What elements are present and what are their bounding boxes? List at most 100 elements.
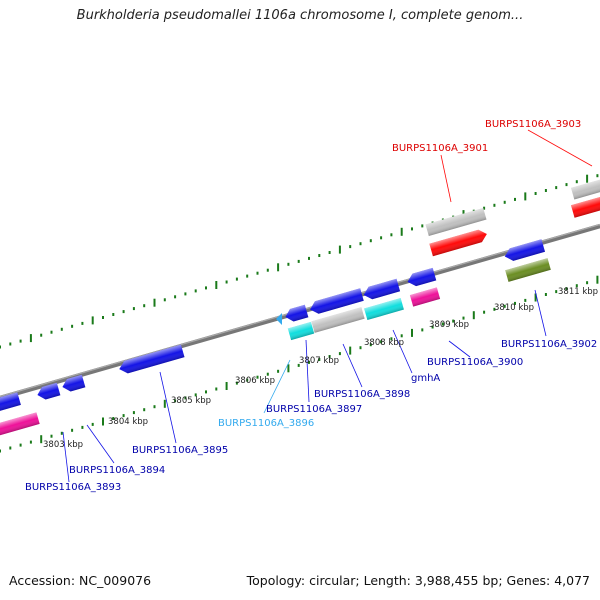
tick-label-3804: 3804 kbp (108, 417, 148, 427)
gene-burps1106a-3900[interactable] (406, 267, 437, 288)
tick-mark-major (29, 334, 32, 343)
tick-mark-minor (297, 259, 300, 263)
tick-mark-minor (225, 280, 228, 284)
tick-mark-minor (575, 284, 578, 288)
gene-burps1106a-3894[interactable] (36, 382, 61, 402)
tick-mark-major (596, 275, 599, 284)
tick-mark-minor (483, 206, 486, 210)
gene-burps1106a-3894b[interactable] (61, 374, 86, 394)
gene-burps1106a-3896[interactable] (287, 321, 315, 341)
tick-mark-minor (112, 417, 115, 420)
tick-mark-minor (266, 372, 269, 376)
tick-mark-minor (359, 242, 362, 246)
tick-mark-minor (246, 378, 249, 382)
tick-mark-minor (544, 189, 547, 192)
tick-mark-minor (596, 174, 599, 178)
gene-burps1106a-3897-gray[interactable] (311, 307, 365, 333)
gene-burps1106a-3896-marker[interactable] (276, 313, 282, 325)
gene-burps1106a-3893[interactable] (0, 392, 21, 417)
tick-mark-minor (71, 428, 74, 432)
tick-mark-minor (369, 239, 372, 243)
tick-mark-minor (266, 268, 269, 272)
gene-features[interactable] (0, 178, 600, 438)
tick-mark-minor (122, 414, 125, 418)
leader-line (159, 371, 177, 444)
gene-burps1106a-3897[interactable] (284, 304, 309, 324)
gene-label-burps1106a-3896[interactable]: BURPS1106A_3896 (218, 418, 314, 429)
gene-label-burps1106a-3902[interactable]: BURPS1106A_3902 (501, 339, 597, 350)
gene-burps1106a-3902[interactable] (503, 239, 546, 263)
tick-mark-minor (308, 360, 310, 364)
tick-mark-minor (400, 334, 403, 338)
tick-label-3809: 3809 kbp (429, 320, 469, 330)
tick-mark-minor (483, 310, 486, 314)
tick-mark-minor (328, 251, 331, 254)
tick-mark-minor (194, 393, 197, 397)
tick-mark-minor (328, 355, 331, 358)
gene-burps1106a-3895[interactable] (117, 344, 185, 376)
leader-line (440, 154, 452, 203)
tick-mark-minor (235, 381, 238, 385)
tick-mark-major (215, 281, 218, 289)
tick-mark-major (91, 316, 94, 325)
leader-line (342, 343, 363, 388)
tick-mark-major (586, 174, 589, 183)
gene-burps1106a-3898-cyan[interactable] (364, 297, 404, 321)
tick-mark-minor (380, 236, 383, 240)
tick-mark-minor (256, 271, 259, 275)
gene-label-burps1106a-3898[interactable]: BURPS1106A_3898 (314, 389, 410, 400)
tick-mark-minor (143, 304, 146, 308)
tick-mark-minor (9, 342, 12, 346)
tick-mark-minor (308, 256, 310, 260)
gene-label-burps1106a-3897[interactable]: BURPS1106A_3897 (266, 404, 362, 415)
tick-mark-minor (586, 281, 589, 285)
leader-line (62, 431, 70, 483)
gene-label-burps1106a-3893[interactable]: BURPS1106A_3893 (25, 482, 121, 493)
gene-gmha[interactable] (362, 278, 401, 301)
tick-mark-minor (132, 307, 135, 311)
gene-burps1106a-3902-olive[interactable] (505, 258, 551, 282)
tick-mark-major (411, 328, 413, 337)
tick-mark-minor (431, 325, 434, 329)
gene-label-burps1106a-3895[interactable]: BURPS1106A_3895 (132, 445, 228, 456)
leader-line (527, 129, 593, 167)
gene-burps1106a-3901-gray[interactable] (425, 207, 487, 237)
tick-mark-minor (297, 363, 300, 367)
gene-label-burps1106a-3903[interactable]: BURPS1106A_3903 (485, 119, 581, 130)
gene-burps1106a-3903-gray[interactable] (571, 178, 600, 200)
tick-mark-major (472, 311, 475, 320)
tick-mark-minor (81, 425, 84, 429)
tick-label-3808: 3808 kbp (364, 338, 404, 348)
tick-mark-minor (9, 446, 12, 450)
tick-label-3806: 3806 kbp (235, 376, 275, 386)
tick-mark-minor (411, 227, 413, 231)
tick-mark-minor (421, 224, 424, 228)
gene-label-burps1106a-3901[interactable]: BURPS1106A_3901 (392, 143, 488, 154)
leader-line (305, 339, 310, 403)
tick-mark-minor (184, 396, 187, 400)
tick-mark-minor (102, 316, 104, 319)
gene-burps1106a-3903[interactable] (570, 194, 600, 218)
tick-mark-major (277, 263, 280, 272)
gene-burps1106a-3898[interactable] (308, 288, 364, 315)
tick-mark-minor (163, 298, 166, 302)
gene-label-burps1106a-3900[interactable]: BURPS1106A_3900 (427, 357, 523, 368)
gene-label-burps1106a-3894[interactable]: BURPS1106A_3894 (69, 465, 165, 476)
tick-mark-minor (122, 310, 125, 314)
tick-mark-major (338, 245, 341, 254)
gene-gmha-magenta[interactable] (409, 287, 441, 307)
leader-line (263, 359, 291, 414)
label-leader-lines (62, 129, 593, 483)
gene-burps1106a-3893-magenta[interactable] (0, 412, 40, 438)
leader-line (448, 340, 471, 358)
gene-label-gmha[interactable]: gmhA (411, 373, 440, 384)
tick-mark-minor (555, 186, 558, 190)
tick-mark-minor (112, 313, 115, 316)
tick-mark-minor (91, 422, 94, 426)
tick-mark-minor (174, 295, 177, 299)
tick-mark-major (102, 417, 104, 426)
tick-mark-minor (441, 322, 444, 326)
gene-burps1106a-3901[interactable] (429, 228, 488, 257)
tick-mark-minor (60, 327, 63, 331)
